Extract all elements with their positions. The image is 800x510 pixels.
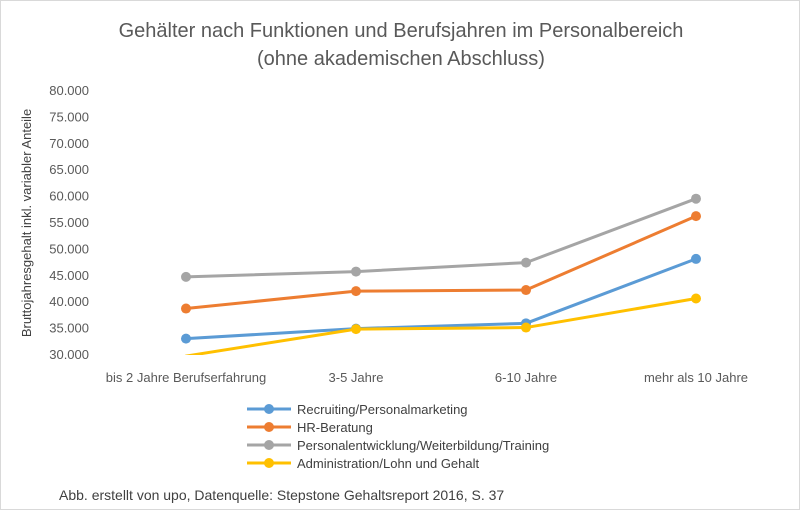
legend-label: Administration/Lohn und Gehalt xyxy=(297,456,480,471)
data-point xyxy=(521,285,531,296)
data-point xyxy=(181,303,191,314)
chart-title-line-1: Gehälter nach Funktionen und Berufsjahre… xyxy=(119,20,684,42)
legend-item: Administration/Lohn und Gehalt xyxy=(247,456,480,471)
y-tick-label: 35.000 xyxy=(49,321,89,336)
data-point xyxy=(691,211,701,222)
legend-label: Recruiting/Personalmarketing xyxy=(297,402,468,417)
data-point xyxy=(691,253,701,264)
series-group xyxy=(184,293,701,355)
series-line xyxy=(184,297,698,355)
legend-marker-swatch xyxy=(264,422,274,432)
y-tick-label: 50.000 xyxy=(49,241,89,256)
data-point xyxy=(691,193,701,204)
legend-marker-swatch xyxy=(264,440,274,450)
y-tick-label: 65.000 xyxy=(49,162,89,177)
data-point xyxy=(521,257,531,268)
series-line xyxy=(184,257,698,341)
data-point xyxy=(181,333,191,344)
legend-item: HR-Beratung xyxy=(247,420,373,435)
legend-marker-swatch xyxy=(264,404,274,414)
x-tick-label: 3-5 Jahre xyxy=(329,370,384,385)
x-tick-label: mehr als 10 Jahre xyxy=(644,370,748,385)
data-point xyxy=(181,271,191,282)
series-line xyxy=(184,197,698,279)
series-group xyxy=(181,193,701,282)
data-point xyxy=(351,266,361,277)
series-group xyxy=(181,211,701,314)
y-tick-label: 75.000 xyxy=(49,109,89,124)
legend-label: HR-Beratung xyxy=(297,420,373,435)
legend-item: Recruiting/Personalmarketing xyxy=(247,402,468,417)
y-tick-label: 30.000 xyxy=(49,347,89,362)
source-note: Abb. erstellt von upo, Datenquelle: Step… xyxy=(59,487,504,503)
legend: Recruiting/Personalmarketing HR-Beratung P… xyxy=(247,402,549,471)
series-layer xyxy=(181,193,701,355)
y-tick-label: 80.000 xyxy=(49,83,89,98)
data-point xyxy=(351,286,361,297)
y-axis-label: Bruttojahresgehalt inkl. variabler Antei… xyxy=(19,109,34,337)
x-tick-label: bis 2 Jahre Berufserfahrung xyxy=(106,370,266,385)
y-tick-label: 70.000 xyxy=(49,136,89,151)
y-tick-label: 45.000 xyxy=(49,268,89,283)
y-tick-labels: 30.000 35.000 40.000 45.000 50.000 55.000 60.0… xyxy=(49,83,89,362)
y-tick-label: 55.000 xyxy=(49,215,89,230)
x-tick-label: 6-10 Jahre xyxy=(495,370,557,385)
legend-label: Personalentwicklung/Weiterbildung/Traini… xyxy=(297,438,549,453)
data-point xyxy=(691,293,701,304)
legend-item: Personalentwicklung/Weiterbildung/Traini… xyxy=(247,438,549,453)
data-point xyxy=(351,324,361,335)
chart-title-line-2: (ohne akademischen Abschluss) xyxy=(257,48,545,70)
y-tick-label: 40.000 xyxy=(49,294,89,309)
data-point xyxy=(521,322,531,333)
x-tick-labels: bis 2 Jahre Berufserfahrung 3-5 Jahre 6-10… xyxy=(106,370,748,385)
y-tick-label: 60.000 xyxy=(49,189,89,204)
series-line xyxy=(184,214,698,311)
legend-marker-swatch xyxy=(264,458,274,468)
